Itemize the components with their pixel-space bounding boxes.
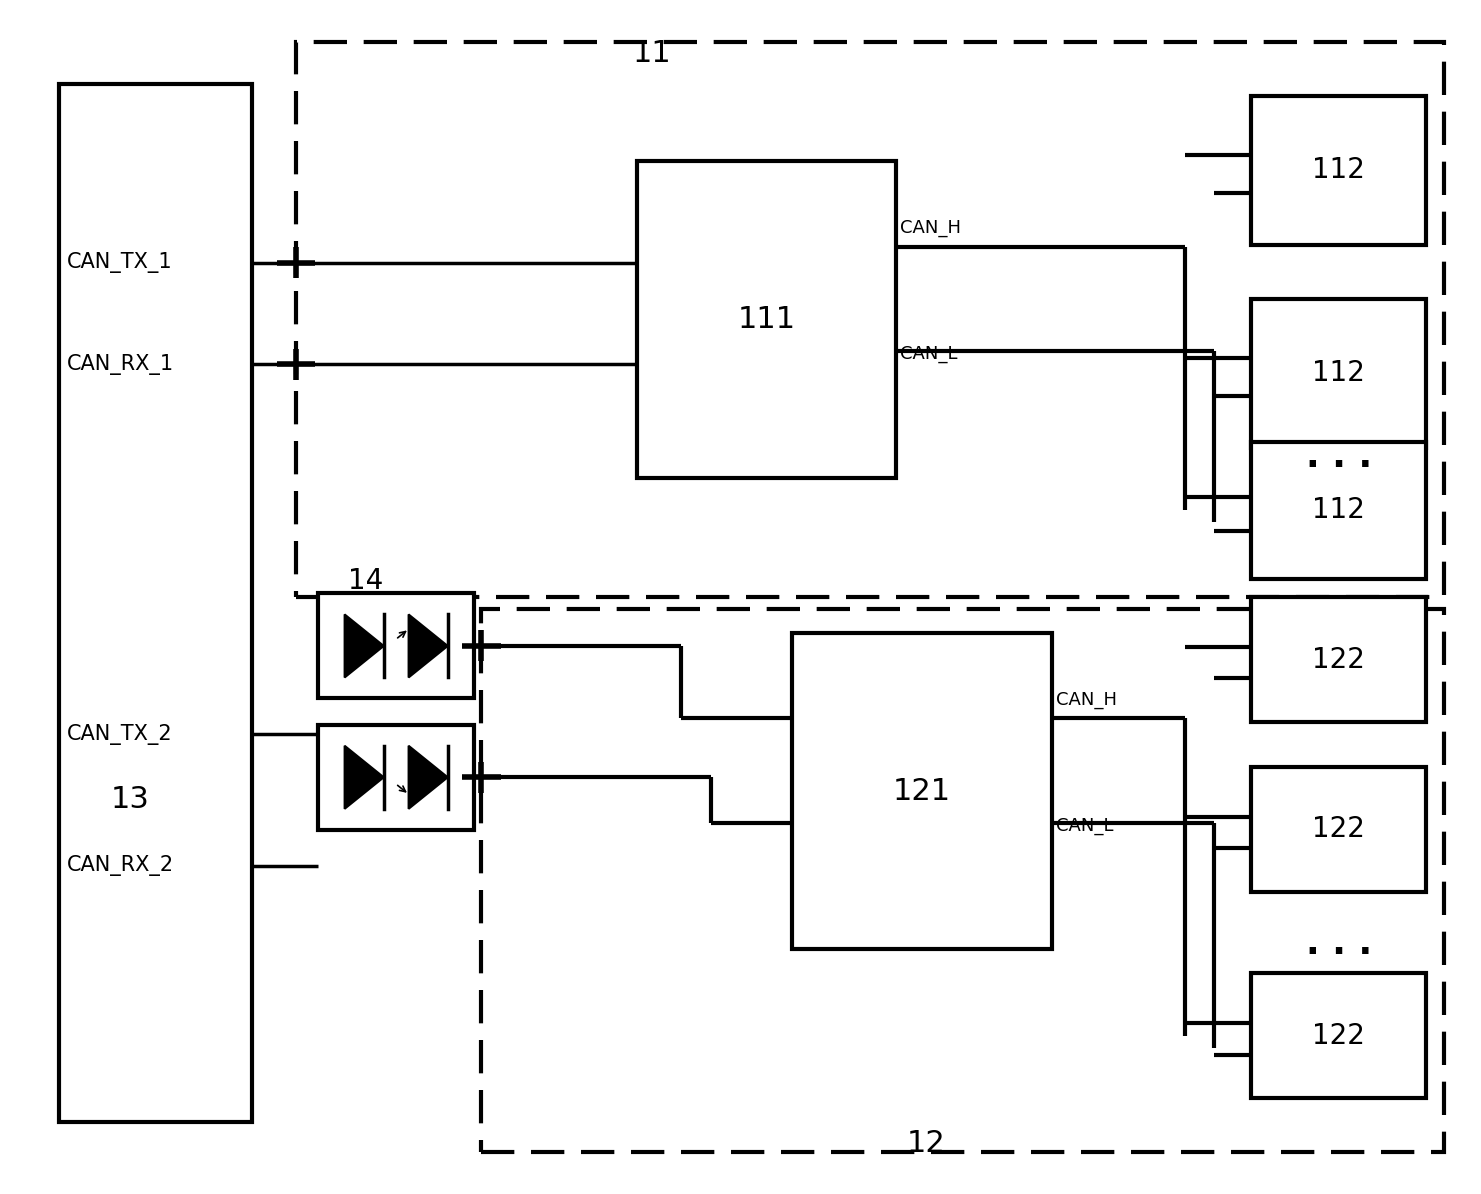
Bar	[1251, 298, 1426, 448]
Text: . . .: . . .	[1306, 439, 1371, 474]
Text: 122: 122	[1312, 646, 1365, 673]
Text: 112: 112	[1312, 497, 1365, 524]
Text: 112: 112	[1312, 156, 1365, 184]
Text: . . .: . . .	[1306, 928, 1371, 961]
Text: CAN_RX_1: CAN_RX_1	[67, 353, 173, 375]
Text: CAN_TX_2: CAN_TX_2	[67, 724, 172, 745]
Text: 11: 11	[632, 39, 671, 68]
Bar	[1251, 96, 1426, 245]
Bar	[59, 84, 252, 1122]
Polygon shape	[345, 615, 384, 677]
Text: 13: 13	[111, 786, 150, 814]
Bar	[481, 609, 1444, 1152]
Text: CAN_H: CAN_H	[900, 219, 961, 238]
Bar	[1251, 767, 1426, 892]
Polygon shape	[409, 615, 447, 677]
Text: 14: 14	[348, 567, 384, 596]
Polygon shape	[409, 746, 447, 808]
Text: 111: 111	[738, 304, 795, 334]
Bar	[296, 42, 1444, 597]
Bar	[318, 593, 474, 698]
Text: CAN_H: CAN_H	[1056, 690, 1117, 709]
Bar	[318, 725, 474, 830]
Text: 122: 122	[1312, 816, 1365, 843]
Text: 112: 112	[1312, 359, 1365, 387]
Bar	[1251, 973, 1426, 1098]
Text: 12: 12	[906, 1130, 945, 1158]
Bar	[1251, 597, 1426, 722]
Text: CAN_TX_1: CAN_TX_1	[67, 252, 172, 273]
Text: 122: 122	[1312, 1022, 1365, 1050]
Bar	[1251, 442, 1426, 579]
Polygon shape	[345, 746, 384, 808]
Text: CAN_L: CAN_L	[1056, 817, 1114, 835]
Text: 121: 121	[893, 776, 951, 806]
Text: CAN_RX_2: CAN_RX_2	[67, 855, 173, 876]
Bar	[792, 633, 1052, 949]
Text: CAN_L: CAN_L	[900, 345, 958, 363]
Bar	[637, 161, 896, 478]
